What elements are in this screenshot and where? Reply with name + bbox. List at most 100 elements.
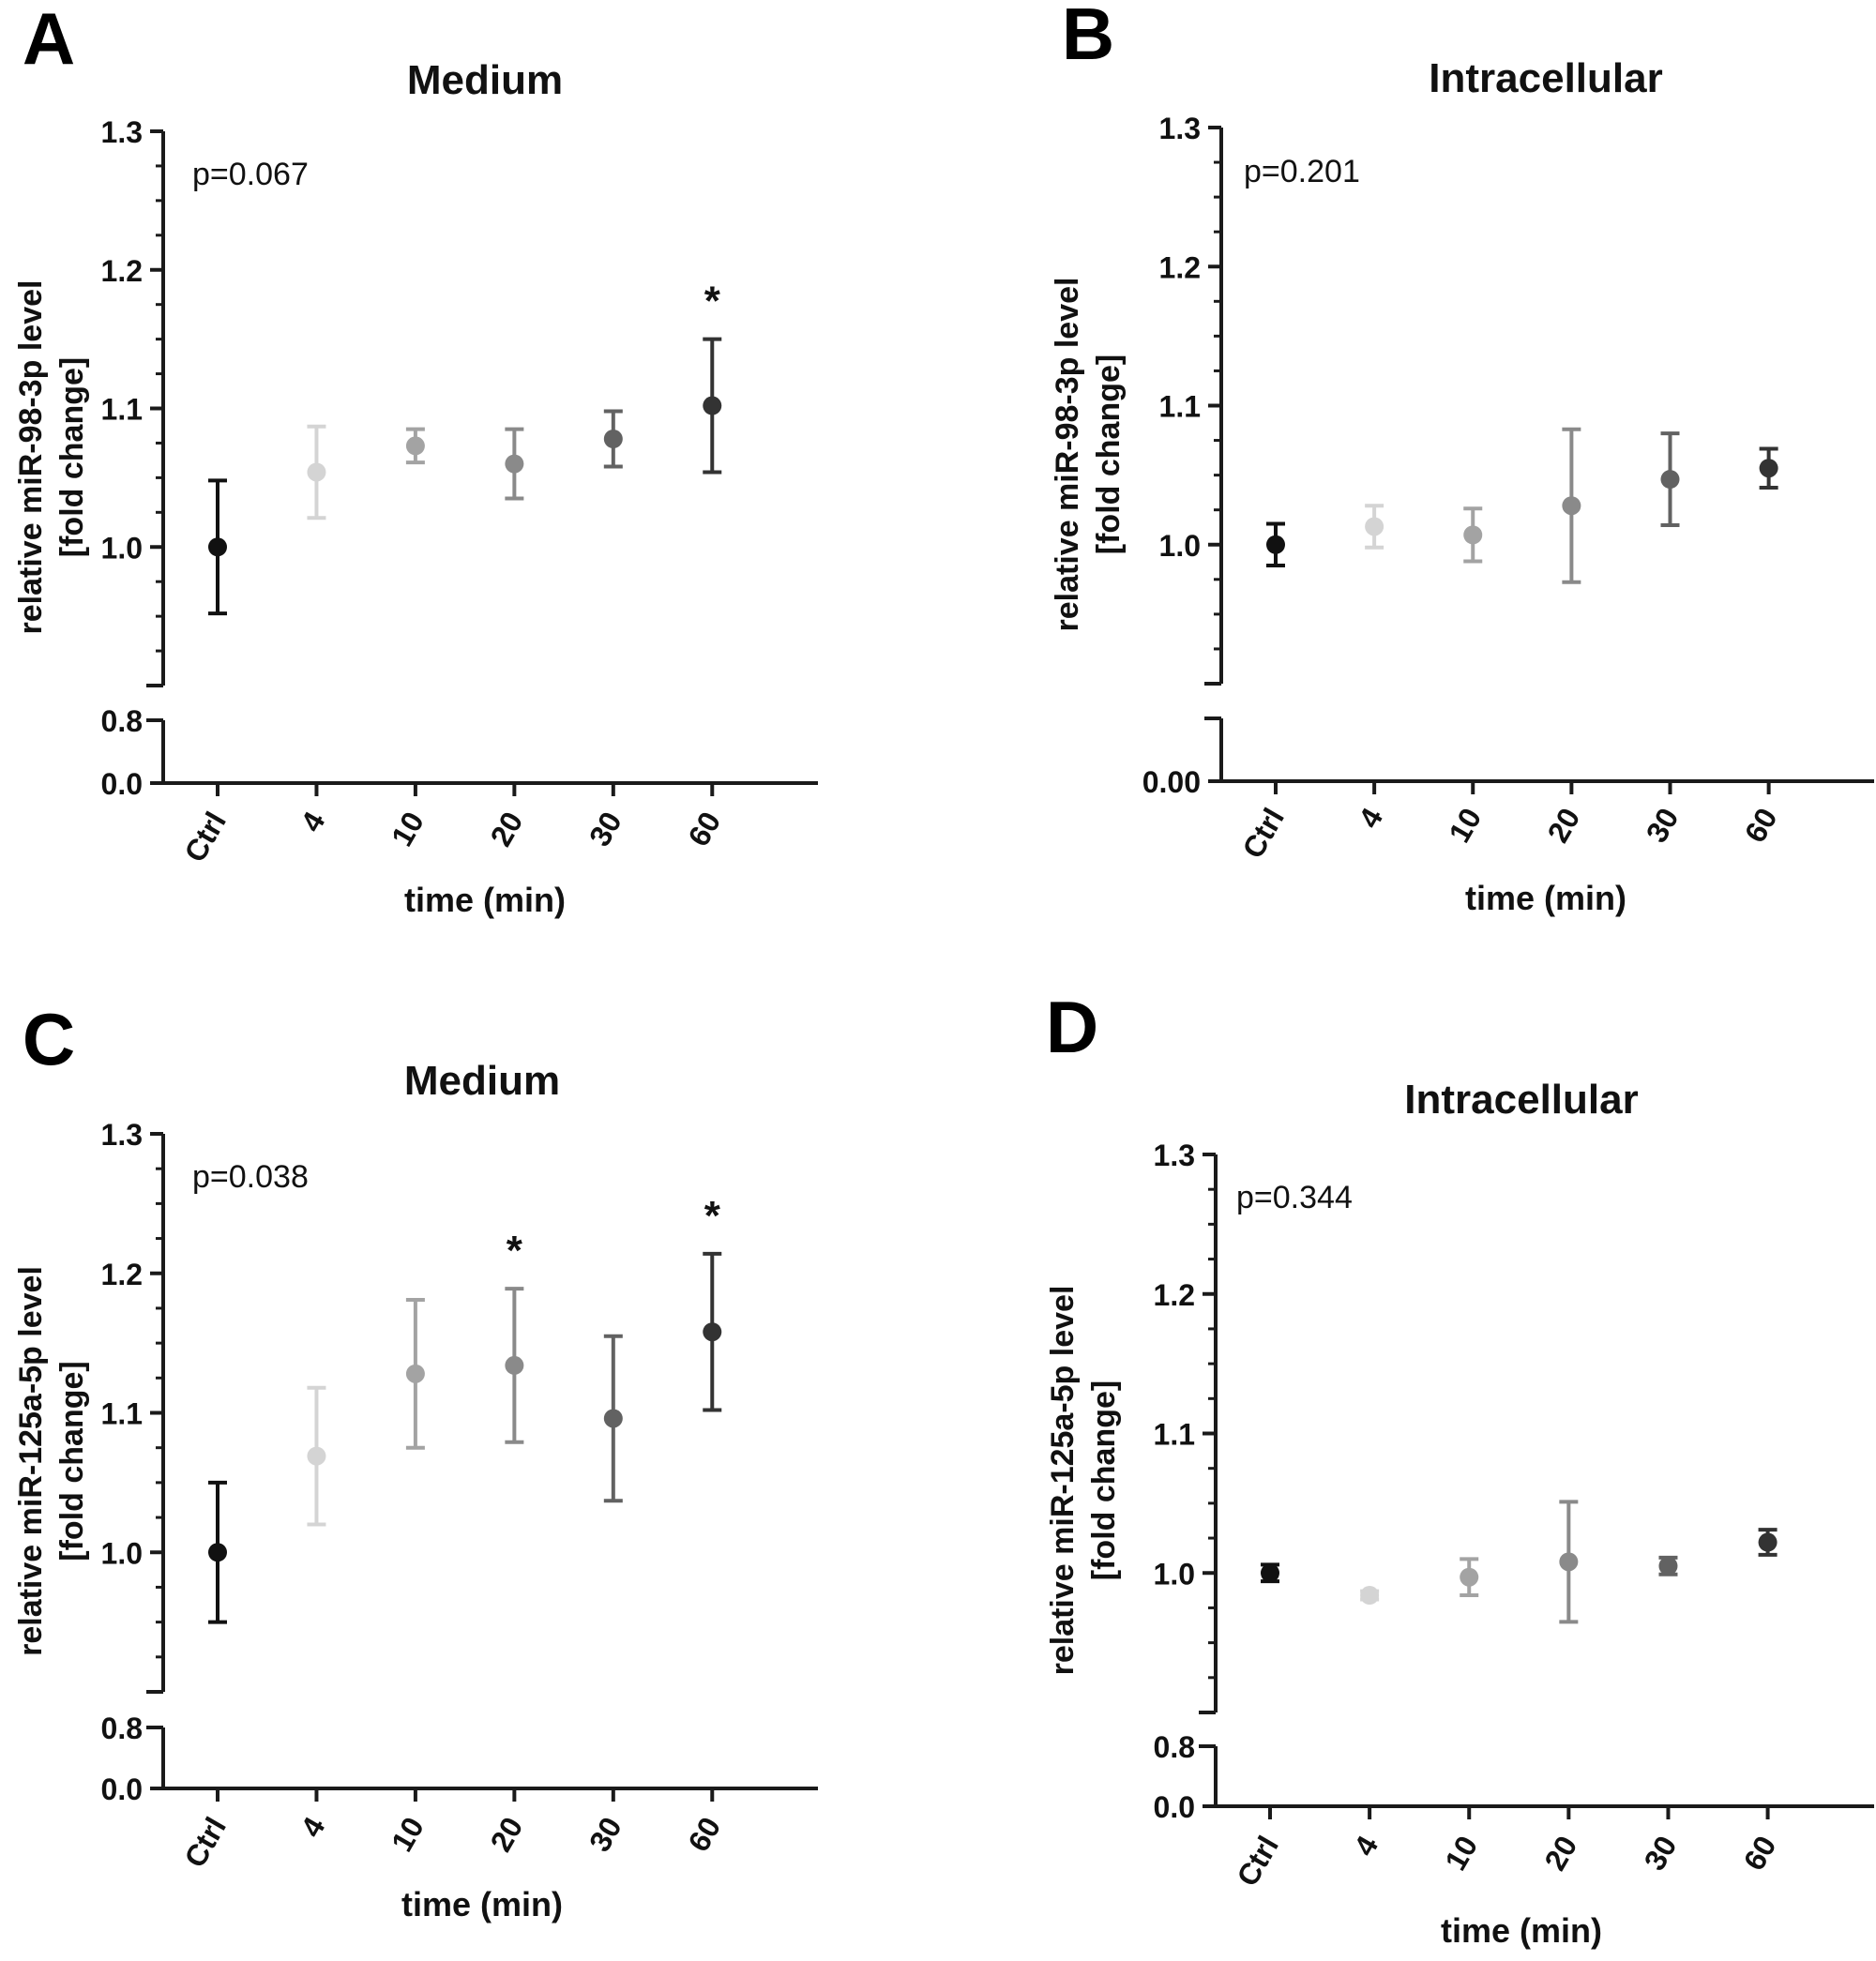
y-axis-label: relative miR-125a-5p level [fold change] [1045,1286,1122,1676]
data-point [603,430,623,449]
significance-marker: * [507,1228,523,1274]
y-tick-label: 1.2 [101,254,143,288]
x-axis-label: time (min) [1441,1911,1602,1950]
data-point [1261,1563,1279,1583]
chart-title: Medium [404,1058,560,1104]
data-point [703,396,722,415]
y-axis-label-line: [fold change] [1086,1380,1122,1580]
x-tick-label: 10 [1438,1831,1484,1877]
x-tick-label: 60 [1738,803,1784,849]
data-point [1365,517,1384,536]
y-tick-label: 1.1 [101,1397,143,1431]
y-tick-label: 1.0 [1154,1557,1195,1591]
data-point [703,1322,722,1342]
data-point [307,462,326,482]
y-axis-label-line: relative miR-98-3p level [1050,278,1085,632]
y-tick-label: 1.3 [1159,112,1201,145]
x-axis-label: time (min) [401,1885,563,1923]
chart-panel-b: B Intracellular p=0.201 relative miR-98-3p … [1050,0,1874,917]
y-tick-label: 0.8 [101,1712,143,1745]
chart-title: Intracellular [1429,55,1662,101]
x-tick-label: 4 [294,1811,331,1843]
y-tick-label: 0.0 [1154,1790,1195,1824]
y-axis-label: relative miR-125a-5p level [fold change] [13,1266,90,1656]
data-point [405,436,425,456]
chart-panel-c: C Medium p=0.038 relative miR-125a-5p level… [13,998,818,1923]
y-tick-label: 1.2 [1159,250,1201,284]
y-axis-label-line: relative miR-125a-5p level [13,1266,49,1656]
panel-letter: D [1046,986,1098,1068]
x-tick-label: 30 [1640,803,1686,849]
y-axis-label-line: relative miR-98-3p level [13,280,49,635]
y-tick-label: 1.1 [1154,1418,1195,1452]
chart-panel-a: A Medium p=0.067 relative miR-98-3p level [f… [13,0,818,919]
data-point [1658,1556,1678,1576]
x-tick-label: 10 [385,1812,431,1858]
data-point [405,1364,425,1383]
chart-panel-d: D Intracellular p=0.344 relative miR-125a-5… [1045,986,1874,1950]
x-tick-label: 60 [681,807,727,852]
data-point [603,1409,623,1428]
p-value-label: p=0.038 [192,1159,309,1195]
y-tick-label: 1.2 [101,1258,143,1291]
y-tick-label: 1.0 [101,1536,143,1570]
x-tick-label: 10 [385,807,431,852]
data-point [1758,1532,1778,1552]
y-axis-label-line: [fold change] [54,1361,90,1561]
x-tick-label: 20 [1537,1831,1583,1877]
x-axis-label: time (min) [1465,879,1626,917]
p-value-label: p=0.067 [192,157,309,192]
x-tick-label: 30 [1638,1831,1684,1877]
significance-marker: * [704,1193,721,1239]
x-axis-label: time (min) [404,881,566,919]
data-point [1463,525,1483,545]
y-tick-label: 1.3 [101,115,143,149]
chart-title: Medium [407,57,563,103]
panel-letter: B [1062,0,1114,75]
y-axis-label-line: [fold change] [1091,354,1127,554]
x-tick-label: 20 [1540,803,1586,849]
x-tick-label: Ctrl [1230,1831,1285,1893]
x-tick-label: 60 [681,1812,727,1858]
x-tick-label: 4 [294,806,331,837]
y-axis-label-line: [fold change] [54,357,90,557]
x-tick-label: 4 [1352,802,1389,834]
data-point [505,1355,524,1375]
x-tick-label: 20 [483,807,529,852]
y-tick-label: 1.3 [101,1118,143,1152]
data-point [1559,1552,1579,1572]
y-tick-label: 1.1 [1159,390,1201,424]
data-point [1460,1567,1479,1587]
y-tick-label: 1.2 [1154,1278,1195,1312]
data-point [1360,1586,1380,1606]
chart-title: Intracellular [1404,1077,1638,1123]
y-tick-label: 1.0 [101,531,143,565]
p-value-label: p=0.344 [1236,1180,1353,1215]
y-tick-label: 0.00 [1142,765,1201,799]
data-point [1266,535,1285,554]
x-tick-label: 20 [483,1812,529,1858]
x-tick-label: Ctrl [177,1812,233,1874]
data-point [208,537,227,557]
data-point [208,1543,227,1562]
data-point [505,454,524,474]
significance-marker: * [704,279,721,324]
y-tick-label: 0.0 [101,1772,143,1806]
p-value-label: p=0.201 [1244,154,1360,189]
panel-letter: C [23,998,75,1080]
y-axis-label: relative miR-98-3p level [fold change] [1050,278,1127,632]
x-tick-label: 30 [582,807,628,852]
y-tick-label: 0.8 [1154,1730,1195,1764]
y-tick-label: 0.8 [101,704,143,738]
y-tick-label: 0.0 [101,767,143,801]
x-tick-label: Ctrl [1235,803,1291,865]
x-tick-label: 60 [1737,1831,1783,1877]
x-tick-label: 30 [582,1812,628,1858]
x-tick-label: 4 [1347,1830,1384,1862]
data-point [307,1446,326,1466]
y-tick-label: 1.3 [1154,1139,1195,1172]
data-point [1562,496,1581,516]
y-tick-label: 1.0 [1159,529,1201,563]
